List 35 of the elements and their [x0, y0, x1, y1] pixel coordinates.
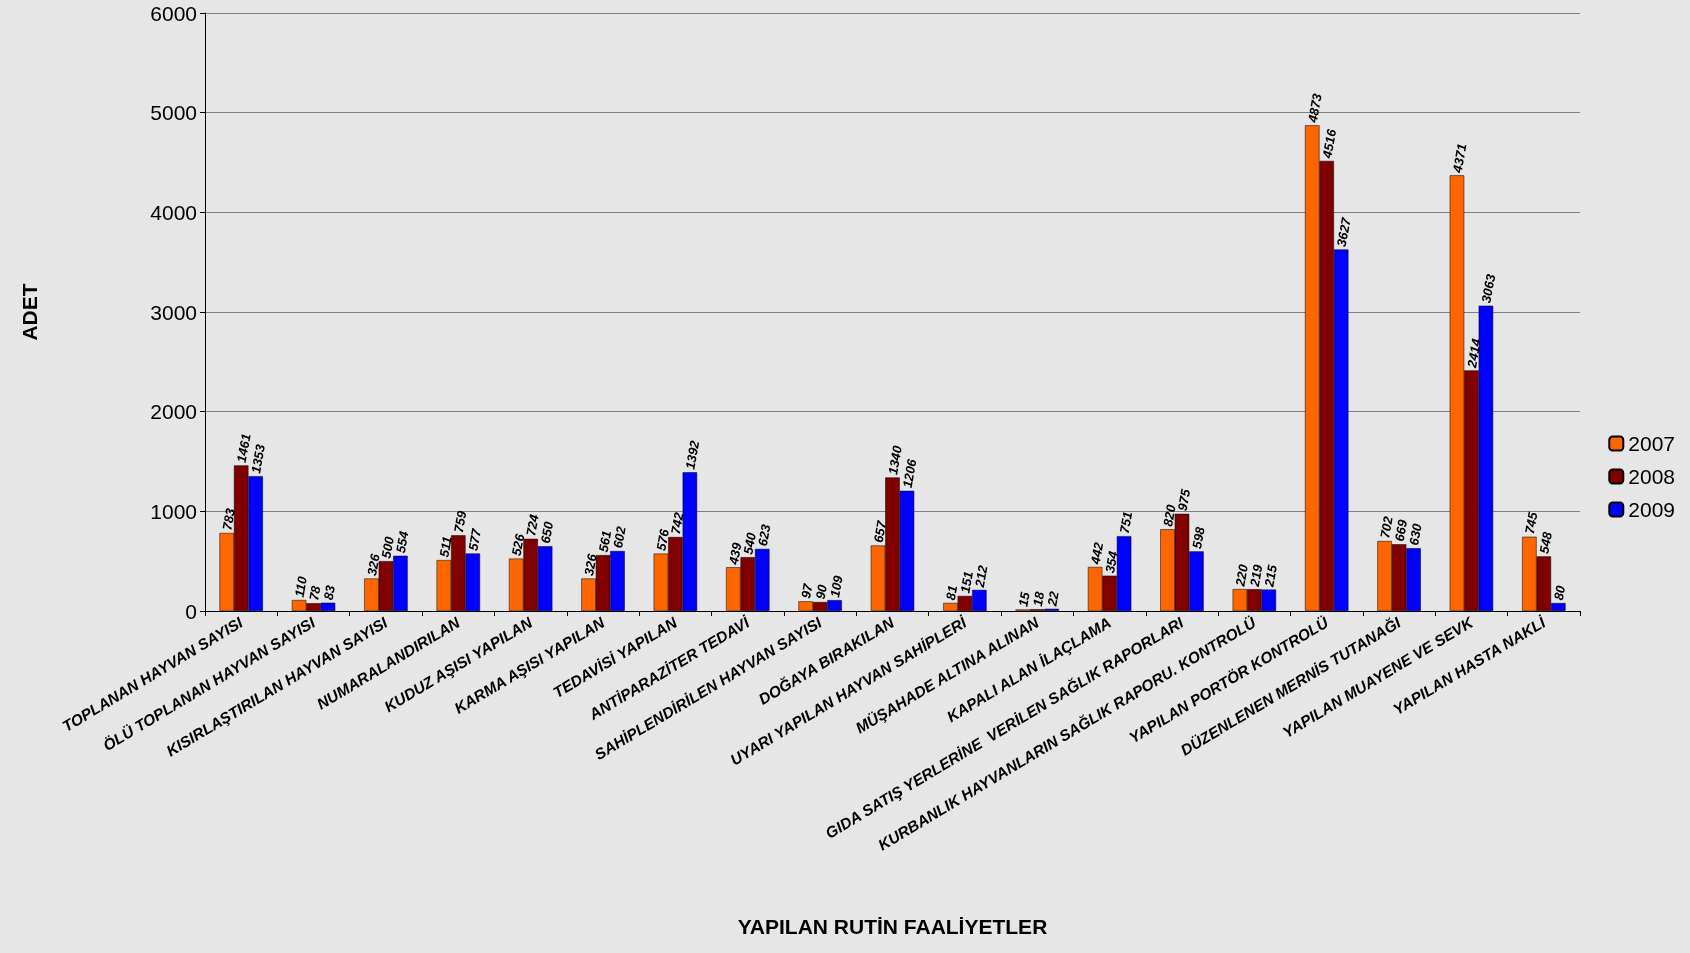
data-label: 80: [1550, 583, 1569, 602]
data-label: 657: [870, 519, 890, 544]
data-label: 554: [393, 529, 412, 555]
data-label: 2414: [1463, 336, 1484, 370]
y-tick-label: 6000: [150, 1, 197, 25]
data-label: 4516: [1319, 127, 1340, 161]
data-label: 751: [1116, 510, 1136, 535]
data-label: 439: [725, 540, 745, 567]
y-tick-label: 5000: [150, 101, 197, 125]
data-label: 326: [364, 552, 383, 577]
data-label: 4873: [1304, 91, 1325, 125]
legend-label: 2007: [1628, 432, 1675, 455]
data-label: 215: [1261, 563, 1281, 589]
data-label: 511: [436, 535, 455, 559]
data-label: 3063: [1478, 272, 1499, 305]
y-axis-title: ADET: [18, 283, 41, 341]
y-tick-label: 3000: [150, 300, 197, 324]
data-label: 1392: [682, 438, 703, 471]
data-label: 702: [1377, 514, 1396, 540]
legend-label: 2009: [1628, 498, 1675, 521]
data-label: 1206: [899, 457, 920, 490]
x-axis-title: YAPILAN RUTİN FAALİYETLER: [737, 915, 1048, 938]
data-label: 598: [1189, 524, 1208, 550]
data-label: 3627: [1333, 215, 1354, 248]
data-label: 81: [943, 584, 961, 602]
y-tick-label: 2000: [150, 400, 197, 424]
data-label: 326: [581, 552, 600, 577]
y-tick-label: 0: [185, 599, 197, 623]
data-label: 4371: [1449, 142, 1470, 175]
y-tick-label: 4000: [150, 200, 197, 224]
y-tick-label: 1000: [150, 499, 197, 523]
legend-label: 2008: [1628, 465, 1675, 488]
data-label: 630: [1406, 521, 1425, 547]
data-label: 742: [668, 510, 687, 536]
data-label: 783: [219, 506, 238, 532]
